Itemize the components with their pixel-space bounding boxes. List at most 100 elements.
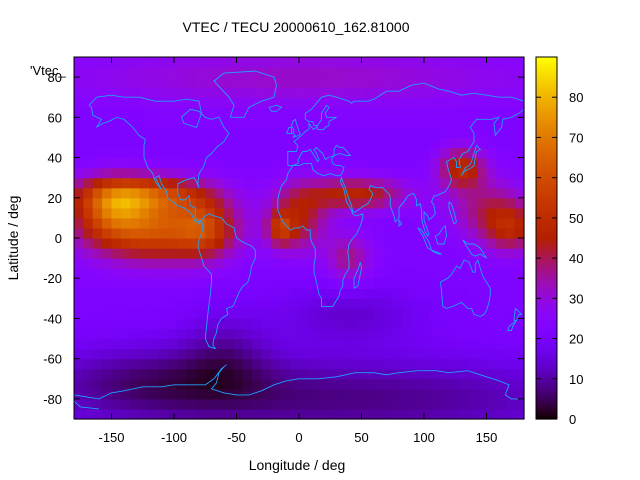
heatmap-cell — [430, 187, 441, 199]
heatmap-cell — [458, 278, 469, 289]
heatmap-cell — [242, 388, 253, 400]
heatmap-cell — [120, 107, 131, 118]
heatmap-cell — [242, 137, 253, 149]
heatmap-cell — [139, 298, 150, 309]
heatmap-cell — [280, 288, 291, 299]
colorbar-swatch — [536, 103, 557, 106]
heatmap-cell — [439, 67, 450, 78]
heatmap-cell — [186, 408, 197, 420]
heatmap-cell — [74, 177, 84, 189]
heatmap-cell — [383, 77, 394, 88]
heatmap-cell — [92, 378, 103, 390]
colorbar-swatch — [536, 87, 557, 90]
heatmap-cell — [495, 348, 506, 360]
heatmap-cell — [392, 197, 403, 209]
x-tick-label: -50 — [227, 430, 246, 445]
colorbar-swatch — [536, 327, 557, 330]
heatmap-cell — [177, 177, 188, 189]
heatmap-cell — [420, 157, 431, 169]
heatmap-cell — [477, 248, 488, 259]
colorbar-swatch — [536, 195, 557, 198]
heatmap-cell — [74, 268, 84, 279]
heatmap-cell — [505, 67, 516, 78]
colorbar-swatch — [536, 221, 557, 224]
heatmap-cell — [195, 117, 206, 128]
heatmap-cell — [177, 57, 188, 68]
heatmap-cell — [458, 137, 469, 149]
heatmap-cell — [130, 318, 141, 330]
heatmap-cell — [261, 318, 272, 330]
heatmap-cell — [139, 127, 150, 139]
heatmap-cell — [299, 217, 309, 229]
heatmap-cell — [420, 107, 431, 118]
colorbar-swatch — [536, 205, 557, 208]
heatmap-cell — [420, 127, 431, 139]
heatmap-cell — [186, 177, 197, 189]
heatmap-cell — [327, 67, 338, 78]
heatmap-cell — [308, 177, 319, 189]
heatmap-cell — [224, 318, 234, 330]
heatmap-cell — [336, 358, 347, 370]
heatmap-cell — [233, 227, 244, 239]
heatmap-cell — [345, 358, 356, 370]
heatmap-cell — [345, 378, 356, 390]
heatmap-cell — [102, 127, 113, 139]
heatmap-cell — [270, 328, 281, 340]
heatmap-cell — [411, 328, 422, 340]
heatmap-cell — [467, 87, 478, 98]
heatmap-cell — [495, 147, 506, 159]
heatmap-cell — [74, 338, 84, 350]
heatmap-cell — [458, 358, 469, 370]
heatmap-cell — [374, 278, 384, 289]
heatmap-cell — [336, 177, 347, 189]
heatmap-cell — [505, 248, 516, 259]
colorbar-swatch — [536, 319, 557, 322]
heatmap-cell — [345, 107, 356, 118]
heatmap-cell — [242, 318, 253, 330]
heatmap-cell — [195, 217, 206, 229]
heatmap-cell — [402, 107, 413, 118]
heatmap-cell — [205, 137, 216, 149]
heatmap-cell — [345, 258, 356, 269]
heatmap-cell — [336, 227, 347, 239]
heatmap-cell — [270, 288, 281, 299]
heatmap-cell — [139, 398, 150, 410]
heatmap-cell — [242, 408, 253, 420]
heatmap-cell — [214, 398, 225, 410]
heatmap-cell — [130, 368, 141, 380]
heatmap-cell — [214, 107, 225, 118]
heatmap-cell — [449, 167, 459, 179]
colorbar-swatch — [536, 67, 557, 70]
heatmap-cell — [430, 408, 441, 420]
heatmap-cell — [92, 268, 103, 279]
colorbar-swatch — [536, 401, 557, 404]
heatmap-cell — [139, 97, 150, 108]
heatmap-cell — [364, 197, 375, 209]
heatmap-cell — [270, 107, 281, 118]
heatmap-cell — [167, 177, 178, 189]
heatmap-cell — [289, 217, 300, 229]
heatmap-cell — [383, 167, 394, 179]
colorbar-swatch — [536, 137, 557, 140]
colorbar-swatch — [536, 119, 557, 122]
heatmap-cell — [280, 398, 291, 410]
heatmap-cell — [514, 227, 525, 239]
heatmap-cell — [205, 127, 216, 139]
colorbar-swatch — [536, 397, 557, 400]
heatmap-cell — [420, 338, 431, 350]
heatmap-cell — [495, 67, 506, 78]
heatmap-cell — [449, 408, 459, 420]
heatmap-cell — [130, 238, 141, 249]
heatmap-cell — [308, 388, 319, 400]
heatmap-cell — [139, 408, 150, 420]
colorbar-swatch — [536, 277, 557, 280]
heatmap-cell — [83, 167, 94, 179]
heatmap-cell — [74, 137, 84, 149]
heatmap-cell — [186, 67, 197, 78]
heatmap-cell — [102, 248, 113, 259]
heatmap-cell — [130, 57, 141, 68]
coastline — [434, 225, 447, 245]
heatmap-cell — [83, 358, 94, 370]
heatmap-cell — [345, 338, 356, 350]
heatmap-cell — [111, 227, 122, 239]
